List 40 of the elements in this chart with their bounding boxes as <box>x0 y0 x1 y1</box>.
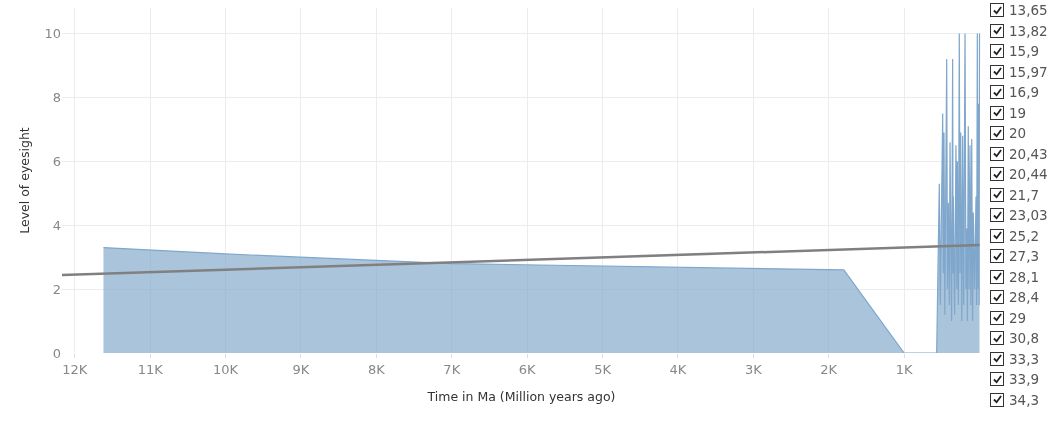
x-tick-label: 5K <box>594 361 612 377</box>
y-axis-title: Level of eyesight <box>16 127 32 234</box>
x-axis-title: Time in Ma (Million years ago) <box>426 388 616 404</box>
text: 33,3 <box>1009 350 1040 367</box>
x-tick-label: 9K <box>292 361 310 377</box>
text: 13,65 <box>1009 2 1048 19</box>
text: 30,8 <box>1009 330 1040 347</box>
text: 27,3 <box>1009 248 1040 265</box>
x-tick-label: 12K <box>62 361 88 377</box>
text: 20,44 <box>1009 166 1048 183</box>
text: 20,43 <box>1009 145 1048 162</box>
y-tick-label: 2 <box>52 281 61 297</box>
text: 21,7 <box>1009 186 1040 203</box>
y-tick-label: 4 <box>52 217 61 233</box>
y-tick-label: 8 <box>52 89 61 105</box>
text: 20 <box>1009 125 1027 142</box>
x-tick-label: 1K <box>895 361 913 377</box>
y-tick-label: 10 <box>44 26 61 42</box>
text: 25,2 <box>1009 227 1040 244</box>
text: 15,97 <box>1009 63 1048 80</box>
x-tick-label: 8K <box>367 361 386 377</box>
x-tick-label: 7K <box>443 361 461 377</box>
text: 28,1 <box>1009 268 1040 285</box>
text: 15,9 <box>1009 43 1040 60</box>
x-tick-label: 3K <box>744 361 763 377</box>
text: 33,9 <box>1009 371 1040 388</box>
text: 34,3 <box>1009 391 1040 408</box>
x-tick-label: 4K <box>669 361 687 377</box>
text: 23,03 <box>1009 207 1048 224</box>
x-tick-label: 2K <box>820 361 838 377</box>
x-tick-label: 6K <box>518 361 537 377</box>
y-tick-label: 6 <box>52 153 61 169</box>
text: 29 <box>1009 309 1027 326</box>
x-tick-label: 10K <box>213 361 239 377</box>
y-tick-label: 0 <box>52 345 61 361</box>
text: 13,82 <box>1009 22 1048 39</box>
x-tick-label: 11K <box>137 361 164 377</box>
text: 16,9 <box>1009 84 1040 101</box>
text: 19 <box>1009 104 1027 121</box>
text: 28,4 <box>1009 289 1040 306</box>
